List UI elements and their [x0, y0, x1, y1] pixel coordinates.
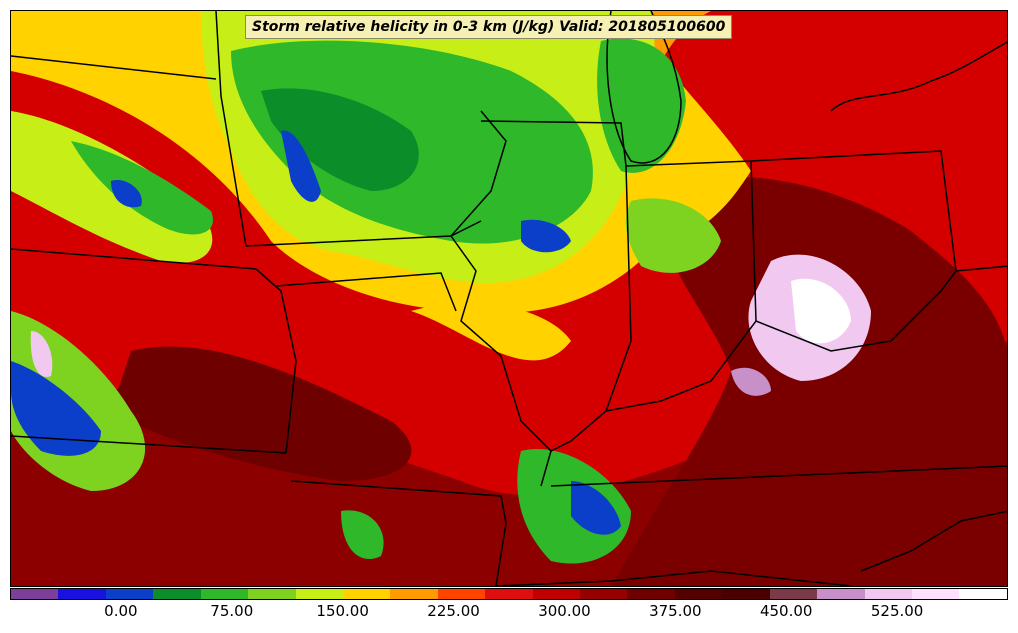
colorbar-segment — [864, 589, 913, 599]
colorbar-segment — [105, 589, 154, 599]
colorbar-tick-label: 225.00 — [427, 602, 480, 620]
border-ia-mo — [275, 272, 457, 312]
colorbar-segment — [627, 589, 675, 599]
colorbar-tick-label: 375.00 — [649, 602, 702, 620]
colorbar-tick-label: 150.00 — [316, 602, 369, 620]
colorbar-segment — [769, 589, 818, 599]
state-borders — [11, 11, 1007, 586]
colorbar-segment — [674, 589, 723, 599]
border-ohio-river — [605, 270, 957, 412]
field-blue-illinois — [521, 219, 571, 253]
colorbar-segment — [295, 589, 343, 599]
colorbar-segment — [153, 589, 201, 599]
field-blue-bootheel — [571, 481, 621, 535]
field-green-arkansas — [341, 510, 384, 559]
colorbar-segment — [437, 589, 486, 599]
border-south — [495, 570, 852, 586]
colorbar-tick-label: 525.00 — [870, 602, 924, 620]
map-title: Storm relative helicity in 0-3 km (J/kg)… — [245, 15, 733, 39]
border-ar-mo — [290, 480, 507, 586]
field-blue-nw — [111, 180, 142, 208]
colorbar-tick-label: 75.00 — [210, 602, 254, 620]
border-pa-wv — [955, 265, 1007, 272]
border-lake-michigan — [606, 11, 682, 164]
colorbar-segment — [485, 589, 533, 599]
border-ks-ok — [11, 435, 287, 454]
field-pink-kansas — [30, 331, 53, 377]
field-green-indiana — [625, 198, 721, 273]
colorbar-segment — [817, 589, 865, 599]
colorbar — [10, 588, 1008, 600]
colorbar-segment — [532, 589, 581, 599]
colorbar-tick-label: 450.00 — [759, 602, 813, 620]
border-mn-west — [215, 11, 247, 247]
border-tn-ky — [550, 465, 1007, 487]
border-mo-west — [255, 268, 297, 454]
colorbar-segment — [390, 589, 438, 599]
colorbar-segment — [58, 589, 106, 599]
colorbar-segment — [912, 589, 960, 599]
border-wi-ia — [450, 110, 507, 237]
colorbar-tick-label: 300.00 — [538, 602, 591, 620]
colorbar-segment — [342, 589, 391, 599]
field-white-ohio — [791, 278, 851, 344]
border-ne-sd — [11, 248, 257, 270]
field-blue-iowa — [281, 130, 321, 202]
colorbar-segment — [580, 589, 628, 599]
map-panel — [10, 10, 1008, 587]
field-dark-red-west — [111, 346, 412, 481]
field-darkgreen-iowa — [261, 88, 419, 191]
border-oh-pa — [750, 150, 957, 272]
field-green-nw — [71, 141, 213, 235]
field-mauve-kentucky — [731, 367, 771, 396]
border-lake-erie — [830, 41, 1007, 112]
border-wi-il — [480, 120, 627, 167]
helicity-field-map — [11, 11, 1007, 586]
border-nd-sd — [11, 55, 217, 80]
field-blue-kansas — [11, 361, 101, 456]
colorbar-segment — [722, 589, 770, 599]
colorbar-tick-labels: 0.00 75.00 150.00 225.00 300.00 375.00 450.00 5… — [10, 602, 1008, 624]
field-dark-red-east — [612, 176, 1007, 586]
colorbar-tick-label: 0.00 — [104, 602, 138, 620]
colorbar-segment — [200, 589, 249, 599]
colorbar-segment — [11, 589, 59, 599]
field-yellow-center — [411, 302, 571, 361]
colorbar-segment — [248, 589, 296, 599]
colorbar-segment — [959, 589, 1007, 599]
border-nc-va — [860, 510, 1007, 572]
